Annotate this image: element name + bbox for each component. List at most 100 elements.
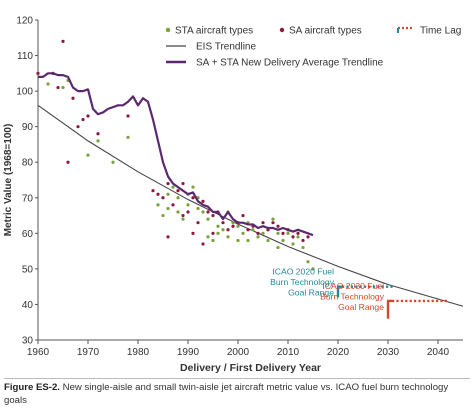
icao-goal-label: Goal Range	[288, 288, 334, 298]
sta-point	[286, 231, 290, 235]
points	[36, 39, 315, 271]
sta-point	[271, 217, 275, 221]
sta-point	[186, 203, 190, 207]
sta-point	[46, 82, 50, 86]
x-tick-label: 1990	[177, 347, 200, 358]
x-tick-label: 2000	[227, 347, 250, 358]
sa-point	[256, 231, 260, 235]
sa-point	[81, 117, 85, 122]
sa-point	[61, 39, 65, 43]
legend-sta-swatch	[165, 27, 171, 33]
sta-point	[166, 206, 170, 211]
axes: 1960 1970 1980 1990 2000 2010 2020 2030 2040 30 40…	[16, 16, 463, 358]
x-tick-label: 2020	[327, 347, 350, 358]
sta-point	[251, 228, 255, 232]
legend-avg-label: SA + STA New Delivery Average Trendline	[196, 58, 384, 69]
y-tick-label: 50	[22, 264, 34, 275]
figure-caption: Figure ES-2. New single-aisle and small …	[4, 381, 470, 407]
sta-point	[226, 235, 230, 239]
sa-point	[181, 213, 185, 218]
sa-point	[196, 221, 200, 225]
sa-point	[186, 210, 190, 214]
sa-point	[156, 192, 160, 196]
sa-point	[306, 235, 310, 239]
sta-point	[61, 85, 65, 90]
sta-point	[196, 206, 200, 211]
eis-trendline	[37, 104, 464, 307]
sta-point	[221, 228, 225, 232]
sa-point	[291, 235, 295, 239]
icao-goal-label: Burn Technology	[320, 291, 385, 301]
sa-point	[166, 181, 170, 186]
sa-point	[246, 228, 250, 232]
sa-point	[206, 210, 210, 214]
sa-point	[191, 231, 195, 235]
sa-point	[161, 196, 165, 200]
average-trendline	[38, 72, 314, 237]
sa-point	[151, 189, 155, 193]
x-tick-label: 1980	[127, 347, 150, 358]
sta-point	[166, 192, 170, 196]
chart-svg: 1960 1970 1980 1990 2000 2010 2020 2030 2040 30 40…	[3, 16, 464, 374]
y-tick-label: 80	[22, 158, 34, 169]
caption-divider	[4, 378, 470, 379]
sa-point	[221, 221, 225, 225]
sta-point	[86, 153, 90, 157]
sta-point	[266, 238, 270, 243]
sta-point	[276, 245, 280, 250]
legend-eis-label: EIS Trendline	[196, 42, 256, 53]
sa-point	[301, 238, 305, 243]
y-tick-label: 30	[22, 336, 34, 347]
sa-point	[36, 71, 40, 75]
sa-point	[191, 196, 195, 200]
sta-point	[261, 231, 265, 235]
sa-point	[241, 213, 245, 218]
sta-point	[206, 235, 210, 239]
sta-point	[216, 224, 220, 228]
legend-sa-label: SA aircraft types	[289, 26, 362, 37]
sa-point	[126, 114, 130, 118]
x-tick-label: 1960	[27, 347, 50, 358]
sa-point	[211, 213, 215, 218]
caption-text: New single-aisle and small twin-aisle je…	[4, 382, 449, 406]
sta-point	[291, 242, 295, 246]
sta-point	[156, 203, 160, 207]
eis-trendline-line	[37, 104, 464, 307]
sa-point	[296, 231, 300, 235]
sa-point	[201, 199, 205, 203]
y-tick-label: 110	[17, 51, 33, 62]
sa-point	[271, 221, 275, 225]
sta-point	[181, 217, 185, 221]
sa-point	[211, 231, 215, 235]
sa-point	[76, 125, 80, 129]
average-trendline-line	[38, 72, 314, 237]
y-tick-label: 120	[16, 16, 33, 27]
sta-point	[256, 235, 260, 239]
sta-point	[211, 238, 215, 243]
x-tick-label: 2010	[277, 347, 300, 358]
sta-point	[176, 196, 180, 200]
sta-point	[161, 213, 165, 218]
icao-goal-label: Burn Technology	[270, 277, 335, 287]
y-tick-label: 70	[22, 193, 34, 204]
axis-labels: Delivery / First Delivery Year Metric Val…	[3, 124, 321, 374]
x-tick-label: 2040	[427, 347, 450, 358]
icao-goal-label: ICAO 2030 Fuel	[322, 281, 384, 291]
sta-point	[276, 231, 280, 235]
sta-point	[236, 224, 240, 228]
sta-point	[246, 238, 250, 243]
icao-goal-label: ICAO 2020 Fuel	[272, 267, 334, 277]
sta-point	[206, 217, 210, 221]
sta-point	[191, 185, 195, 189]
sta-point	[171, 185, 175, 189]
sta-point	[96, 139, 100, 143]
sta-point	[201, 210, 205, 214]
sta-point	[301, 245, 305, 250]
x-tick-label: 1970	[77, 347, 100, 358]
sa-point	[276, 224, 280, 228]
legend-sa-swatch	[279, 27, 285, 33]
sta-point	[231, 221, 235, 225]
sa-point	[181, 181, 185, 186]
legend: STA aircraft types SA aircraft types Time …	[165, 26, 461, 69]
